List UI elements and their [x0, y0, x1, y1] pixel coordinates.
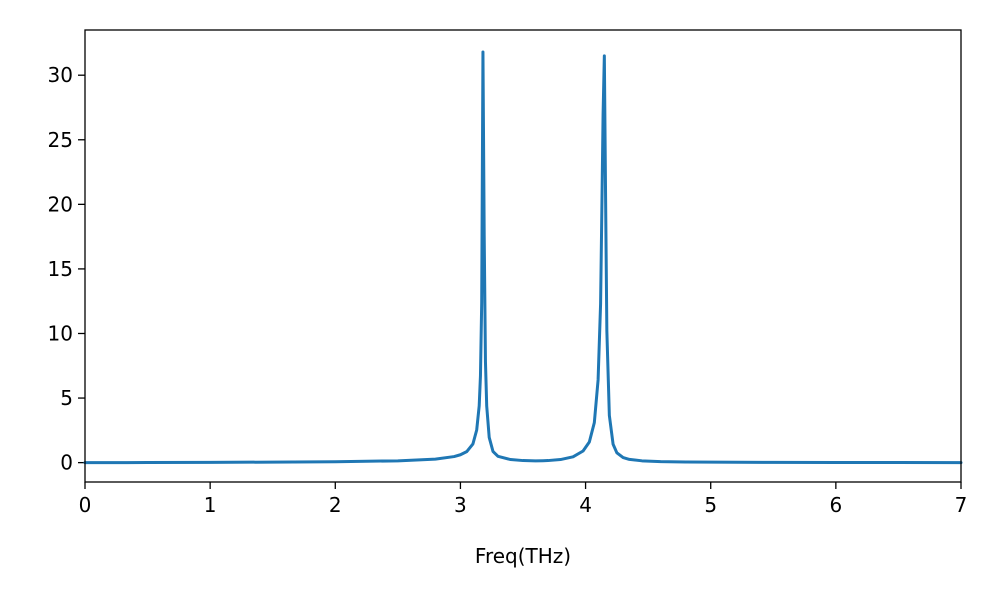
x-tick-label: 1 — [204, 493, 217, 517]
x-tick-label: 7 — [955, 493, 968, 517]
x-tick-label: 2 — [329, 493, 342, 517]
y-tick-label: 20 — [48, 192, 73, 216]
plot-frame — [84, 29, 962, 483]
series-line — [83, 50, 963, 465]
x-axis-label: Freq(THz) — [475, 544, 571, 568]
x-axis-ticks: 0 1 2 3 4 5 6 7 — [79, 482, 968, 517]
x-tick-label: 3 — [454, 493, 467, 517]
x-tick-label: 4 — [579, 493, 592, 517]
y-tick-label: 15 — [48, 257, 73, 281]
x-tick-label: 0 — [79, 493, 92, 517]
y-tick-label: 25 — [48, 128, 73, 152]
y-tick-label: 5 — [60, 386, 73, 410]
y-tick-label: 10 — [48, 321, 73, 345]
y-axis-ticks: 0 5 10 15 20 25 30 — [48, 63, 85, 475]
x-tick-label: 6 — [829, 493, 842, 517]
y-tick-label: 30 — [48, 63, 73, 87]
y-tick-label: 0 — [60, 451, 73, 475]
x-tick-label: 5 — [704, 493, 717, 517]
